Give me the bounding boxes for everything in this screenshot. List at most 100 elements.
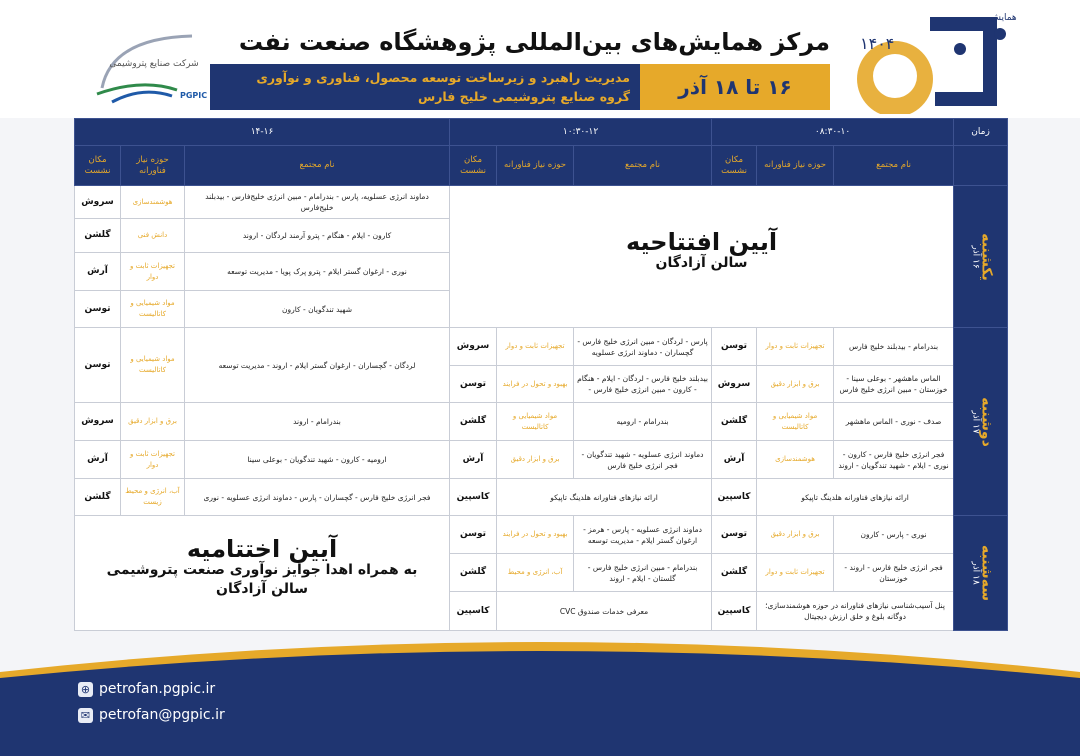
session-domain: تجهیزات ثابت و دوار <box>756 327 835 366</box>
table-row: یکشنبه ۱۶ آذر آیین افتتاحیه سالن آزادگان دما… <box>73 185 1009 328</box>
table-row: دوشنبه ۱۷ آذر بندرامام - بیدبلند خلیج فارس… <box>73 327 1009 516</box>
session-location: گلشن <box>711 553 758 592</box>
table-row: الماس ماهشهر - بوعلی سینا - خوزستان - مب… <box>75 365 1008 403</box>
session-name: کارون - ایلام - هنگام - پترو آرمند لردگا… <box>184 218 451 253</box>
subtitle-line2: گروه صنایع پتروشیمی خلیج فارس <box>417 89 630 104</box>
session-name: پارس - لردگان - مبین انرژی خلیج فارس - گ… <box>573 327 713 366</box>
session-domain: هوشمندسازی <box>756 440 835 479</box>
session-domain: هوشمندسازی <box>120 185 186 219</box>
session-location: گلشن <box>73 478 122 516</box>
session-domain: برق و ابزار دقیق <box>756 515 835 554</box>
session-domain: مواد شیمیایی و کاتالیست <box>496 402 575 441</box>
session-name: معرفی خدمات صندوق CVC <box>496 591 713 631</box>
session-domain: بهبود و تحول در فرایند <box>496 365 575 403</box>
session-domain: برق و ابزار دقیق <box>120 402 186 441</box>
session-location: توسن <box>711 515 758 554</box>
email-link[interactable]: ✉ petrofan@pgpic.ir <box>78 707 225 723</box>
day-name: سه‌شنبه <box>978 545 995 601</box>
session-location: گلشن <box>449 553 498 592</box>
day-label: یکشنبه ۱۶ آذر <box>953 185 1009 328</box>
session-domain: مواد شیمیایی و کاتالیست <box>756 402 835 441</box>
session-name: بندرامام - مبین انرژی خلیج فارس - گلستان… <box>573 553 713 592</box>
session-location: توسن <box>449 515 498 554</box>
col-name-header: نام مجتمع <box>184 145 451 186</box>
day-label: دوشنبه ۱۷ آذر <box>953 327 1009 516</box>
svg-text:۱۴۰۴: ۱۴۰۴ <box>860 34 894 53</box>
session-name: بندرامام - اروند <box>184 402 451 441</box>
table-row: فجر انرژی خلیج فارس - کارون - نوری - ایل… <box>73 440 1008 479</box>
table-row: سه‌شنبه ۱۸ آذر نوری - پارس - کارون برق و اب… <box>73 515 1009 631</box>
session-location: توسن <box>449 365 498 403</box>
col-name-header: نام مجتمع <box>573 145 713 186</box>
date-range: ۱۶ تا ۱۸ آذر <box>640 64 830 110</box>
session-name: بندرامام - ارومیه <box>573 402 713 441</box>
website-text: petrofan.pgpic.ir <box>99 681 216 697</box>
organizer-band: مدیریت راهبرد و زیرساخت توسعه محصول، فنا… <box>210 64 640 110</box>
session-name: دماوند انرژی عسلویه - پارس - هرمز - ارغو… <box>573 515 713 554</box>
session-location: آرش <box>711 440 758 479</box>
slot-header: ۰۸:۳۰-۱۰ <box>711 118 955 146</box>
session-domain: تجهیزات ثابت و دوار <box>120 252 186 291</box>
time-header-blank <box>953 145 1009 186</box>
session-name: فجر انرژی خلیج فارس - کارون - نوری - ایل… <box>833 440 955 479</box>
table-row: زمان ۰۸:۳۰-۱۰ ۱۰:۳۰-۱۲ ۱۴-۱۶ <box>73 118 1009 146</box>
session-domain: برق و ابزار دقیق <box>496 440 575 479</box>
session-location: توسن <box>73 290 122 328</box>
session-name: فجر انرژی خلیج فارس - اروند - خوزستان <box>833 553 955 592</box>
mail-icon: ✉ <box>78 707 93 723</box>
opening-ceremony: آیین افتتاحیه سالن آزادگان <box>449 185 955 328</box>
table-row: نام مجتمع حوزه نیاز فناورانه مکان نشست نام … <box>73 145 1009 186</box>
session-location: سروش <box>73 185 122 219</box>
day-date: ۱۶ آذر <box>970 244 981 269</box>
col-domain-header: حوزه نیاز فناورانه <box>756 145 835 186</box>
svg-text:همایش: همایش <box>990 13 1017 23</box>
petrofan-logo: همایش ۱۴۰۴ <box>857 13 1017 114</box>
closing-hall: سالن آزادگان <box>216 580 308 597</box>
session-domain: تجهیزات ثابت و دوار <box>756 553 835 592</box>
session-name: پنل آسیب‌شناسی نیازهای فناورانه در حوزه … <box>756 591 955 631</box>
session-domain: تجهیزات ثابت و دوار <box>120 440 186 479</box>
session-location: آرش <box>73 440 122 479</box>
subtitle-line1: مدیریت راهبرد و زیرساخت توسعه محصول، فنا… <box>256 70 630 85</box>
table-row: کارون - ایلام - هنگام - پترو آرمند لردگا… <box>73 218 1008 253</box>
session-domain: بهبود و تحول در فرایند <box>496 515 575 554</box>
table-row: شهید تندگویان - کارون مواد شیمیایی و کاتا… <box>73 290 1008 328</box>
day-label-inner: سه‌شنبه ۱۸ آذر <box>970 545 995 601</box>
opening-hall: سالن آزادگان <box>655 254 748 271</box>
footer: ⊕ petrofan.pgpic.ir ✉ petrofan@pgpic.ir <box>0 632 1080 756</box>
session-name: الماس ماهشهر - بوعلی سینا - خوزستان - مب… <box>833 365 955 403</box>
page-title: مرکز همایش‌های بین‌المللی پژوهشگاه صنعت … <box>238 28 830 56</box>
session-name: ارائه نیازهای فناورانه هلدینگ تاپیکو <box>496 478 713 516</box>
day-label-inner: دوشنبه ۱۷ آذر <box>970 397 995 447</box>
session-location: کاسپین <box>711 478 758 516</box>
col-domain-header: حوزه نیاز فناورانه <box>120 145 186 186</box>
session-name: فجر انرژی خلیج فارس - گچساران - پارس - د… <box>184 478 451 516</box>
session-location: کاسپین <box>449 478 498 516</box>
session-domain: برق و ابزار دقیق <box>756 365 835 403</box>
session-location: سروش <box>711 365 758 403</box>
day-name: یکشنبه <box>978 232 995 281</box>
website-link[interactable]: ⊕ petrofan.pgpic.ir <box>78 681 215 697</box>
col-location-header: مکان نشست <box>711 145 758 186</box>
session-name: ارائه نیازهای فناورانه هلدینگ تاپیکو <box>756 478 955 516</box>
session-name: دماوند انرژی عسلویه، پارس - بندرامام - م… <box>184 185 451 219</box>
session-name: بندرامام - بیدبلند خلیج فارس <box>833 327 955 366</box>
session-name: صدف - نوری - الماس ماهشهر <box>833 402 955 441</box>
schedule-table: زمان ۰۸:۳۰-۱۰ ۱۰:۳۰-۱۲ ۱۴-۱۶ نام مجتمع حوزه ن… <box>73 118 1009 631</box>
session-location: گلشن <box>449 402 498 441</box>
closing-title: آیین اختتامیه <box>186 534 338 563</box>
slot-header: ۱۰:۳۰-۱۲ <box>449 118 713 146</box>
session-location: آرش <box>449 440 498 479</box>
session-location: کاسپین <box>449 591 498 631</box>
session-domain: آب، انرژی و محیط <box>496 553 575 592</box>
session-location: توسن <box>73 327 122 403</box>
session-domain: مواد شیمیایی و کاتالیست <box>120 327 186 403</box>
day-date: ۱۸ آذر <box>970 561 981 585</box>
slot-header: ۱۴-۱۶ <box>73 118 451 146</box>
session-location: آرش <box>73 252 122 291</box>
col-domain-header: حوزه نیاز فناورانه <box>496 145 575 186</box>
session-name: نوری - پارس - کارون <box>833 515 955 554</box>
closing-subtitle: به همراه اهدا جوایز نوآوری صنعت پتروشیمی <box>106 561 418 578</box>
session-location: سروش <box>73 402 122 441</box>
col-name-header: نام مجتمع <box>833 145 955 186</box>
